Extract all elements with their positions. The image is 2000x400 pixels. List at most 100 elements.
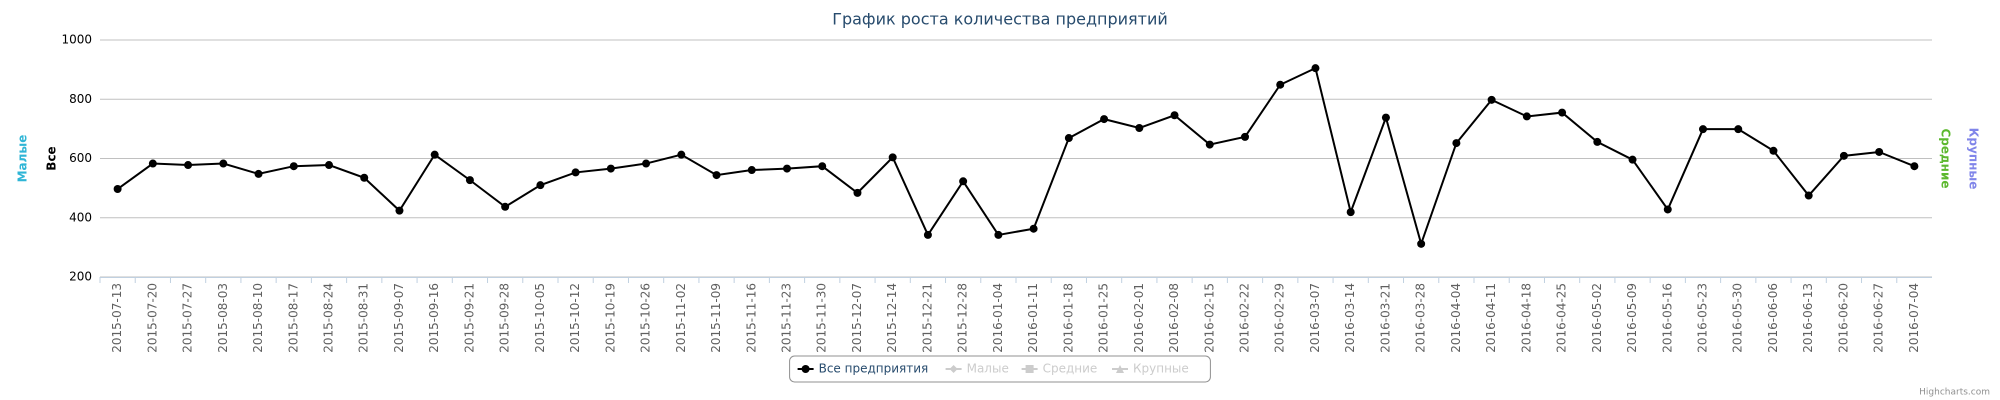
credits[interactable]: Highcharts.com [1919, 388, 1990, 398]
point [1100, 115, 1109, 124]
point [465, 176, 474, 185]
legend-label: Малые [967, 362, 1009, 376]
point [1205, 140, 1214, 149]
legend-symbol [1116, 365, 1124, 373]
legend-item[interactable]: Средние [1021, 362, 1098, 376]
x-tick-label: 2016-03-21 [1378, 283, 1392, 353]
x-tick-label: 2016-01-11 [1026, 283, 1040, 353]
point [1029, 224, 1038, 233]
series-line [117, 66, 1915, 248]
point [360, 173, 369, 182]
legend-symbol [949, 365, 958, 373]
x-tick-label: 2016-05-02 [1590, 283, 1604, 353]
point [1487, 95, 1496, 104]
x-tick-label: 2016-04-25 [1555, 283, 1569, 353]
point [1910, 162, 1919, 171]
x-tick-label: 2016-02-15 [1202, 283, 1216, 353]
point [1875, 147, 1884, 156]
x-tick-label: 2016-06-20 [1836, 283, 1850, 353]
point [818, 162, 827, 171]
legend: Все предприятия Малые Средние Крупные [789, 355, 1211, 383]
x-tick-label: 2016-06-06 [1766, 283, 1780, 353]
point [184, 161, 193, 170]
x-tick-label: 2016-03-28 [1414, 283, 1428, 353]
x-tick-label: 2015-07-27 [181, 283, 195, 353]
point [1064, 134, 1073, 143]
x-tick-label: 2015-08-17 [286, 283, 300, 353]
point [1346, 208, 1355, 217]
point [430, 150, 439, 159]
y-axis-title: Средние [1939, 128, 1953, 188]
point [1522, 112, 1531, 121]
point [325, 161, 333, 170]
x-tick-label: 2015-12-21 [920, 283, 934, 353]
point [289, 162, 298, 171]
point [1839, 151, 1848, 160]
y-tick-label: 200 [69, 270, 92, 284]
point [747, 166, 756, 175]
point [254, 169, 263, 178]
x-tick-label: 2015-07-13 [110, 283, 124, 353]
point [536, 181, 545, 190]
legend-item[interactable]: Крупные [1112, 362, 1189, 376]
legend-label: Все предприятия [819, 362, 929, 376]
y-tick-label: 800 [69, 92, 92, 106]
point [1381, 113, 1390, 122]
x-tick-label: 2016-05-23 [1696, 283, 1710, 353]
x-tick-label: 2016-05-09 [1625, 283, 1639, 353]
y-tick-label: 1000 [61, 33, 92, 47]
point [888, 153, 897, 162]
legend-symbol [1025, 365, 1034, 373]
x-tick-label: 2016-05-16 [1660, 283, 1674, 353]
x-tick-label: 2016-02-22 [1238, 283, 1252, 353]
legend-box [789, 355, 1211, 383]
point [642, 159, 651, 168]
x-tick-label: 2016-04-18 [1519, 283, 1533, 353]
x-tick-label: 2015-08-24 [322, 283, 336, 353]
point [1452, 139, 1461, 148]
point [1170, 111, 1179, 120]
point [1804, 191, 1813, 200]
legend-label: Средние [1043, 362, 1098, 376]
x-tick-label: 2015-11-23 [780, 283, 794, 353]
x-tick-label: 2015-11-16 [744, 283, 758, 353]
x-tick-label: 2015-11-09 [709, 283, 723, 353]
x-tick-label: 2016-07-04 [1907, 283, 1921, 353]
x-tick-label: 2015-10-26 [639, 283, 653, 353]
y-tick-label: 400 [69, 210, 92, 224]
point [1276, 80, 1285, 89]
point [1241, 132, 1249, 141]
point [606, 164, 615, 173]
x-tick-label: 2015-09-21 [462, 283, 476, 353]
x-tick-label: 2015-12-07 [850, 283, 864, 353]
x-tick-label: 2016-01-18 [1061, 283, 1075, 353]
x-tick-label: 2015-09-28 [498, 283, 512, 353]
point [677, 150, 686, 159]
x-tick-label: 2015-10-12 [568, 283, 582, 353]
point [994, 230, 1003, 239]
x-tick-label: 2015-07-20 [145, 283, 159, 353]
point [148, 159, 157, 168]
x-tick-label: 2016-05-30 [1731, 283, 1745, 353]
point [1769, 146, 1778, 155]
legend-label: Крупные [1133, 362, 1189, 376]
chart-title: График роста количества предприятий [832, 10, 1168, 29]
x-tick-label: 2016-02-08 [1167, 283, 1181, 353]
point [501, 202, 510, 211]
x-tick-label: 2016-01-04 [991, 283, 1005, 353]
x-tick-label: 2016-04-04 [1449, 283, 1463, 353]
legend-item[interactable]: Малые [945, 362, 1009, 376]
point [1417, 239, 1426, 248]
legend-item[interactable]: Все предприятия [797, 362, 929, 376]
x-tick-label: 2015-10-05 [533, 283, 547, 353]
x-tick-label: 2016-01-25 [1097, 283, 1111, 353]
point [1734, 125, 1743, 134]
x-tick-label: 2015-11-30 [815, 283, 829, 353]
x-tick-label: 2015-09-16 [427, 283, 441, 353]
point [1593, 137, 1602, 146]
point [1558, 108, 1567, 117]
y-tick-label: 600 [69, 151, 92, 165]
x-tick-label: 2015-08-31 [357, 283, 371, 353]
point [1628, 155, 1637, 164]
